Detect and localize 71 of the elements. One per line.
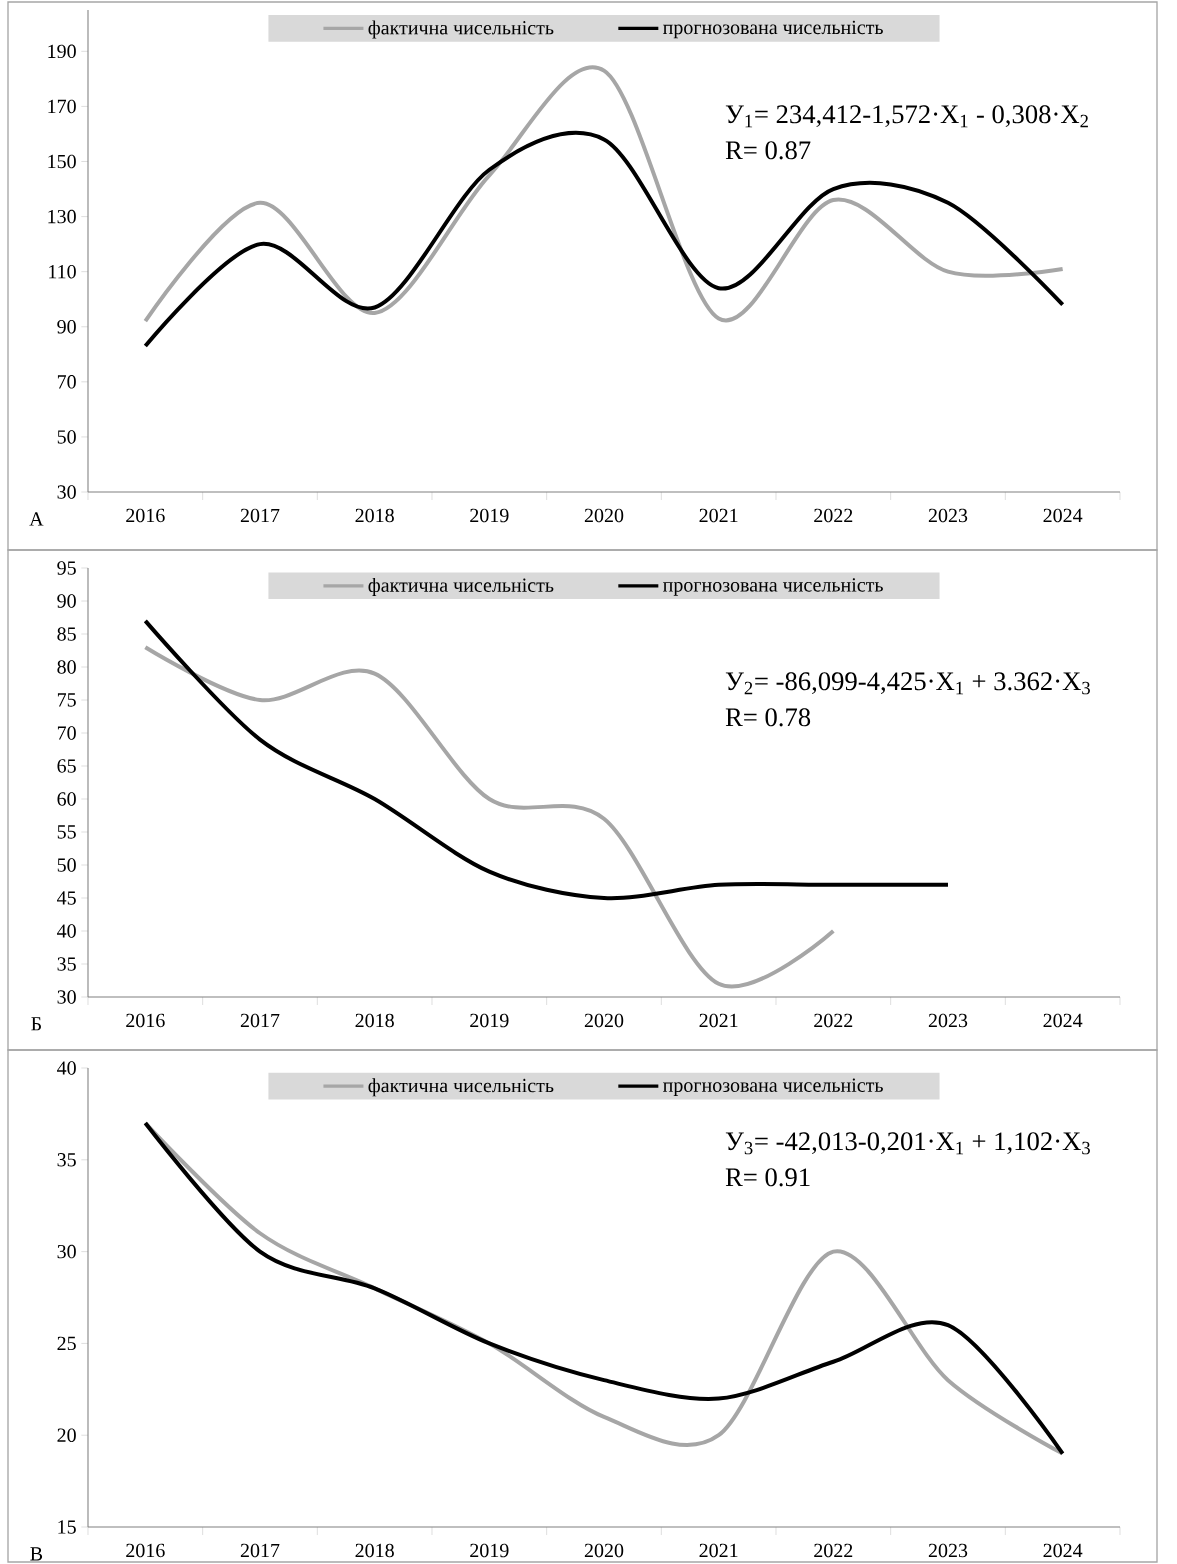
x-tick-label: 2022	[814, 508, 853, 523]
y-tick-label: 30	[57, 485, 76, 499]
y-tick-label: 55	[57, 825, 76, 839]
annotation: R= 0.78	[725, 708, 811, 727]
text: Б	[31, 1017, 41, 1031]
x-tick-label: 2018	[355, 1013, 394, 1028]
x-tick-label: 2018	[355, 1543, 394, 1558]
y-tick-label: 45	[57, 891, 76, 905]
x-tick-label: 2017	[240, 1013, 280, 1028]
annotation: У$_{3}$= -42,013-0,201·Х$_{1}$ + 1,102·Х$_{3}$	[725, 1132, 1090, 1155]
x-tick-label: 2019	[470, 508, 509, 523]
x-tick-label: 2022	[814, 1013, 853, 1028]
y-tick-label: 50	[57, 430, 76, 444]
x-tick-label: 2024	[1043, 1543, 1083, 1558]
y-tick-label: 70	[57, 375, 76, 389]
legend-label: прогнозована чисельність	[663, 1078, 883, 1097]
y-tick-label: 40	[57, 924, 76, 938]
x-tick-label: 2020	[584, 508, 624, 523]
x-tick-label: 2016	[126, 1543, 165, 1558]
y-tick-label: 150	[48, 154, 76, 169]
y-tick-label: 25	[57, 1336, 76, 1351]
annotation: У$_{1}$= 234,412-1,572·Х$_{1}$ - 0,308·Х$_{2}$	[725, 105, 1088, 128]
annotation: R= 0.91	[725, 1168, 810, 1187]
y-tick-label: 35	[57, 957, 76, 971]
x-tick-label: 2024	[1043, 1013, 1083, 1028]
y-tick-label: 30	[57, 990, 76, 1004]
text: В	[30, 1547, 43, 1561]
text: А	[29, 512, 44, 526]
legend-label: прогнозована чисельність	[663, 20, 883, 39]
legend-label: фактична чисельність	[368, 577, 554, 597]
y-tick-label: 70	[57, 726, 76, 740]
y-tick-label: 90	[57, 594, 76, 608]
y-tick-label: 40	[57, 1061, 76, 1075]
x-tick-label: 2022	[814, 1543, 853, 1558]
y-tick-label: 30	[57, 1244, 76, 1259]
y-tick-label: 60	[57, 792, 76, 806]
x-tick-label: 2021	[699, 1543, 738, 1558]
y-tick-label: 170	[48, 99, 76, 114]
x-tick-label: 2020	[584, 1543, 624, 1558]
x-tick-label: 2021	[699, 1013, 738, 1028]
annotation: R= 0.87	[725, 141, 811, 160]
x-tick-label: 2017	[240, 1543, 280, 1558]
legend-label: фактична чисельність	[368, 20, 554, 39]
y-tick-label: 15	[58, 1520, 76, 1534]
y-tick-label: 90	[57, 320, 76, 334]
y-tick-label: 95	[57, 561, 76, 575]
x-tick-label: 2023	[928, 508, 968, 523]
x-tick-label: 2018	[355, 508, 394, 523]
y-tick-label: 130	[48, 209, 76, 224]
y-tick-label: 20	[57, 1428, 76, 1442]
x-tick-label: 2024	[1043, 508, 1083, 523]
y-tick-label: 75	[57, 693, 76, 707]
x-tick-label: 2021	[699, 508, 738, 523]
y-tick-label: 35	[57, 1153, 76, 1167]
x-tick-label: 2016	[126, 508, 165, 523]
x-tick-label: 2017	[240, 508, 280, 523]
legend-label: фактична чисельність	[368, 1078, 554, 1097]
x-tick-label: 2016	[126, 1013, 165, 1028]
y-tick-label: 190	[48, 44, 76, 59]
x-tick-label: 2019	[470, 1013, 509, 1028]
legend-label: прогнозована чисельність	[663, 578, 883, 596]
y-tick-label: 50	[57, 858, 76, 872]
y-tick-label: 85	[57, 627, 76, 641]
x-tick-label: 2020	[584, 1013, 624, 1028]
x-tick-label: 2023	[928, 1543, 968, 1558]
y-tick-label: 110	[49, 264, 76, 279]
y-tick-label: 65	[57, 759, 76, 773]
y-tick-label: 80	[57, 660, 76, 674]
x-tick-label: 2019	[470, 1543, 509, 1558]
x-tick-label: 2023	[928, 1013, 968, 1028]
annotation: У$_{2}$= -86,099-4,425·Х$_{1}$ + 3.362·Х$_{3}$	[725, 672, 1090, 695]
